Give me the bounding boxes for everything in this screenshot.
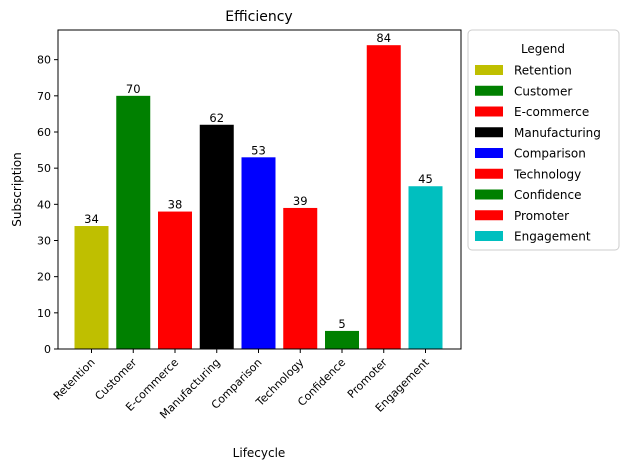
legend-title: Legend [521, 42, 565, 56]
legend-label-confidence: Confidence [514, 188, 581, 202]
bars-group [74, 45, 443, 349]
data-label-retention: 34 [84, 212, 99, 226]
data-label-technology: 39 [293, 194, 308, 208]
legend-swatch-confidence [475, 189, 503, 200]
legend-frame [467, 29, 620, 251]
bar-technology [283, 207, 318, 349]
legend-swatch-technology [475, 168, 503, 179]
x-axis: RetentionCustomerE-commerceManufacturing… [51, 349, 432, 421]
legend-label-technology: Technology [513, 167, 581, 181]
bar-engagement [408, 186, 443, 349]
bar-promoter [366, 45, 401, 349]
legend-label-customer: Customer [514, 84, 572, 98]
legend-label-promoter: Promoter [514, 209, 569, 223]
bar-customer [116, 95, 151, 349]
data-label-manufacturing: 62 [209, 111, 224, 125]
x-axis-label: Lifecycle [233, 446, 286, 460]
legend-swatch-e-commerce [475, 106, 503, 117]
legend-label-retention: Retention [514, 64, 572, 78]
bar-confidence [325, 330, 359, 349]
legend-label-e-commerce: E-commerce [514, 105, 589, 119]
legend-swatch-manufacturing [475, 127, 503, 138]
y-tick-label-30: 30 [37, 234, 51, 247]
y-tick-label-50: 50 [37, 162, 51, 175]
y-tick-label-0: 0 [44, 343, 51, 356]
legend-swatch-customer [475, 85, 503, 96]
legend-swatch-comparison [475, 148, 503, 158]
chart-title: Efficiency [225, 9, 292, 25]
y-tick-label-20: 20 [37, 271, 51, 284]
legend-label-engagement: Engagement [514, 230, 591, 244]
bar-retention [74, 226, 109, 349]
legend-swatch-engagement [475, 231, 503, 241]
data-label-engagement: 45 [418, 172, 433, 186]
data-label-confidence: 5 [338, 317, 345, 331]
bar-comparison [241, 157, 276, 349]
y-axis-label: Subscription [10, 152, 24, 227]
legend: Legend Retention Customer E-commerce Manufa… [467, 29, 620, 251]
data-labels-group: 34 70 38 62 53 39 5 84 45 [84, 31, 433, 331]
y-tick-label-80: 80 [37, 54, 51, 67]
plot-frame [57, 29, 462, 350]
legend-swatch-promoter [475, 210, 503, 221]
data-label-e-commerce: 38 [168, 198, 183, 212]
y-tick-label-40: 40 [37, 198, 51, 211]
legend-swatch-retention [475, 65, 503, 75]
y-tick-label-60: 60 [37, 126, 51, 139]
data-label-promoter: 84 [376, 31, 391, 45]
x-tick-label-retention: Retention [51, 356, 98, 403]
legend-items: Retention Customer E-commerce Manufacturing… [475, 64, 601, 244]
legend-label-comparison: Comparison [514, 147, 586, 161]
y-axis: 0 10 20 30 40 50 60 70 80 [37, 54, 58, 356]
legend-label-manufacturing: Manufacturing [514, 126, 601, 140]
data-label-customer: 70 [126, 82, 141, 96]
data-label-comparison: 53 [251, 143, 266, 157]
bar-manufacturing [199, 124, 234, 349]
y-tick-label-10: 10 [37, 307, 51, 320]
bar-e-commerce [158, 211, 192, 349]
y-tick-label-70: 70 [37, 90, 51, 103]
